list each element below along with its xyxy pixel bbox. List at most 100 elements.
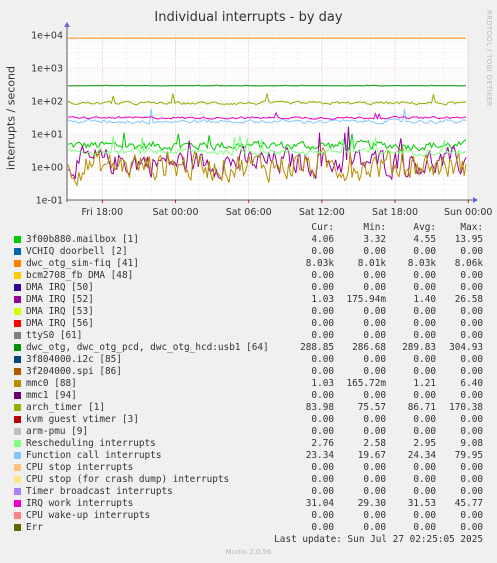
legend-row: IRQ work interrupts 31.04 29.30 31.53 45.77: [0, 498, 497, 510]
legend-row: CPU stop interrupts 0.00 0.00 0.00 0.00: [0, 462, 497, 474]
legend-value-max: 0.00: [460, 318, 483, 329]
legend-series-name: kvm guest vtimer [3]: [26, 414, 139, 425]
x-tick-label: Fri 18:00: [82, 207, 124, 218]
legend-value-avg: 0.00: [413, 270, 436, 281]
legend-swatch: [14, 500, 21, 507]
y-tick-label: 1e+01: [31, 130, 63, 141]
legend-swatch: [14, 236, 21, 243]
legend-series-name: 3f804000.i2c [85]: [26, 354, 122, 365]
legend-value-min: 19.67: [357, 450, 386, 461]
y-axis-arrow: [64, 22, 70, 27]
legend-value-avg: 0.00: [413, 426, 436, 437]
series-line: [67, 135, 467, 157]
x-tick-label: Sat 06:00: [226, 207, 272, 218]
legend-value-avg: 4.55: [413, 234, 436, 245]
legend-value-min: 0.00: [363, 474, 386, 485]
legend-value-avg: 0.00: [413, 390, 436, 401]
legend-value-cur: 0.00: [311, 330, 334, 341]
legend-swatch: [14, 440, 21, 447]
legend-value-max: 26.58: [454, 294, 483, 305]
legend-series-name: 3f00b880.mailbox [1]: [26, 234, 139, 245]
legend-value-avg: 8.03k: [407, 258, 436, 269]
legend-value-cur: 0.00: [311, 462, 334, 473]
legend-row: CPU stop (for crash dump) interrupts 0.00…: [0, 474, 497, 486]
legend-value-avg: 0.00: [413, 246, 436, 257]
legend-swatch: [14, 320, 21, 327]
legend-swatch: [14, 476, 21, 483]
legend-value-avg: 0.00: [413, 330, 436, 341]
legend-value-avg: 0.00: [413, 474, 436, 485]
legend-row: CPU wake-up interrupts 0.00 0.00 0.00 0.00: [0, 510, 497, 522]
legend-value-avg: 1.21: [413, 378, 436, 389]
legend-swatch: [14, 404, 21, 411]
last-update: Last update: Sun Jul 27 02:25:05 2025: [274, 534, 483, 545]
legend-series-name: IRQ work interrupts: [26, 498, 134, 509]
legend-swatch: [14, 464, 21, 471]
legend-header-cur: Cur:: [311, 222, 334, 233]
legend-swatch: [14, 512, 21, 519]
series-line: [67, 93, 467, 106]
legend-value-avg: 289.83: [402, 342, 436, 353]
legend-swatch: [14, 380, 21, 387]
legend-value-max: 0.00: [460, 354, 483, 365]
legend-value-avg: 31.53: [407, 498, 436, 509]
legend-row: Function call interrupts 23.34 19.67 24.34 7…: [0, 450, 497, 462]
legend-value-cur: 288.85: [300, 342, 334, 353]
legend-value-max: 8.06k: [454, 258, 483, 269]
legend-value-min: 0.00: [363, 318, 386, 329]
legend-value-max: 304.93: [449, 342, 483, 353]
legend-series-name: Err: [26, 522, 43, 533]
legend-value-avg: 0.00: [413, 318, 436, 329]
legend-value-max: 6.40: [460, 378, 483, 389]
legend-value-avg: 0.00: [413, 366, 436, 377]
legend-row: dwc_otg, dwc_otg_pcd, dwc_otg_hcd:usb1 […: [0, 342, 497, 354]
legend-value-max: 0.00: [460, 282, 483, 293]
legend-value-max: 0.00: [460, 306, 483, 317]
series-line: [67, 84, 467, 87]
legend-swatch: [14, 368, 21, 375]
legend-value-avg: 0.00: [413, 282, 436, 293]
legend-row: bcm2708_fb DMA [48] 0.00 0.00 0.00 0.00: [0, 270, 497, 282]
legend-value-max: 0.00: [460, 510, 483, 521]
legend-value-cur: 31.04: [305, 498, 334, 509]
legend-value-avg: 0.00: [413, 522, 436, 533]
legend-value-avg: 2.95: [413, 438, 436, 449]
legend-swatch: [14, 428, 21, 435]
legend-value-min: 0.00: [363, 366, 386, 377]
legend-value-max: 0.00: [460, 414, 483, 425]
chart-title: Individual interrupts - by day: [154, 10, 343, 25]
x-tick-label: Sun 00:00: [444, 207, 492, 218]
legend-value-cur: 1.03: [311, 378, 334, 389]
legend-swatch: [14, 392, 21, 399]
legend-value-min: 0.00: [363, 522, 386, 533]
legend-value-min: 0.00: [363, 510, 386, 521]
legend-row: arch_timer [1] 83.98 75.57 86.71 170.38: [0, 402, 497, 414]
legend-swatch: [14, 284, 21, 291]
legend-value-max: 0.00: [460, 330, 483, 341]
legend-value-min: 0.00: [363, 306, 386, 317]
legend-value-cur: 0.00: [311, 366, 334, 377]
legend-swatch: [14, 524, 21, 531]
legend-value-cur: 83.98: [305, 402, 334, 413]
legend-swatch: [14, 272, 21, 279]
legend-value-cur: 0.00: [311, 306, 334, 317]
legend-swatch: [14, 260, 21, 267]
y-tick-label: 1e+02: [31, 97, 63, 108]
legend-swatch: [14, 308, 21, 315]
legend-series-name: DMA IRQ [52]: [26, 294, 94, 305]
x-tick-label: Sat 12:00: [299, 207, 345, 218]
legend-value-cur: 1.03: [311, 294, 334, 305]
rrdtool-watermark: RRDTOOL / TOBI OETIKER: [485, 10, 493, 107]
legend-series-name: dwc_otg_sim-fiq [41]: [26, 258, 139, 269]
legend-value-min: 0.00: [363, 282, 386, 293]
legend-row: 3f204000.spi [86] 0.00 0.00 0.00 0.00: [0, 366, 497, 378]
legend-value-min: 0.00: [363, 462, 386, 473]
y-tick-label: 1e+04: [31, 31, 63, 42]
legend-series-name: mmc0 [88]: [26, 378, 77, 389]
legend-header-avg: Avg:: [413, 222, 436, 233]
legend-value-min: 165.72m: [346, 378, 386, 389]
legend-value-max: 45.77: [454, 498, 483, 509]
legend-value-min: 2.58: [363, 438, 386, 449]
legend-value-max: 0.00: [460, 486, 483, 497]
